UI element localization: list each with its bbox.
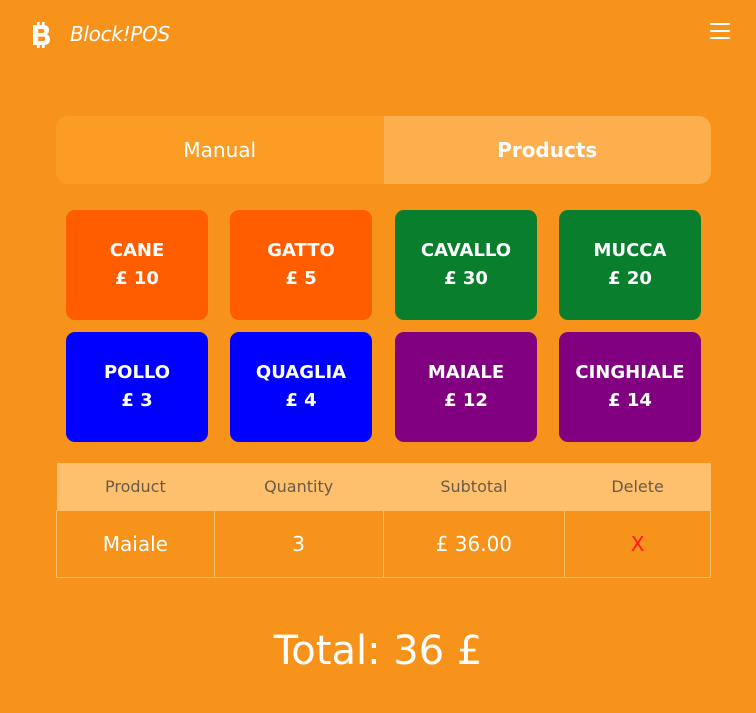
product-button-quaglia[interactable]: QUAGLIA £ 4 — [230, 332, 372, 442]
product-name: MUCCA — [593, 240, 667, 261]
product-button-cane[interactable]: CANE £ 10 — [66, 210, 208, 320]
product-price: £ 4 — [285, 390, 317, 411]
product-price: £ 5 — [285, 268, 317, 289]
product-button-mucca[interactable]: MUCCA £ 20 — [559, 210, 701, 320]
cell-product: Maiale — [56, 510, 215, 578]
column-header-quantity: Quantity — [214, 463, 384, 511]
product-name: MAIALE — [427, 362, 505, 383]
cart-header-row: Product Quantity Subtotal Delete — [56, 463, 711, 511]
hamburger-menu-icon[interactable] — [710, 23, 730, 39]
delete-button[interactable]: X — [564, 510, 711, 578]
column-header-subtotal: Subtotal — [383, 463, 565, 511]
cart-table: Product Quantity Subtotal Delete Maiale … — [56, 463, 711, 578]
product-price: £ 30 — [444, 268, 488, 289]
product-price: £ 3 — [121, 390, 153, 411]
product-button-maiale[interactable]: MAIALE £ 12 — [395, 332, 537, 442]
product-name: POLLO — [103, 362, 171, 383]
tab-products[interactable]: Products — [383, 116, 711, 184]
column-header-delete: Delete — [564, 463, 711, 511]
product-name: CANE — [109, 240, 165, 261]
product-name: CAVALLO — [420, 240, 512, 261]
cell-quantity: 3 — [213, 510, 384, 578]
product-price: £ 12 — [444, 390, 488, 411]
brand-title: Block!POS — [70, 22, 170, 46]
product-button-pollo[interactable]: POLLO £ 3 — [66, 332, 208, 442]
bitcoin-icon — [33, 22, 50, 48]
product-price: £ 14 — [608, 390, 652, 411]
product-price: £ 10 — [115, 268, 159, 289]
mode-tabs: Manual Products — [56, 116, 711, 184]
product-button-cavallo[interactable]: CAVALLO £ 30 — [395, 210, 537, 320]
column-header-product: Product — [56, 463, 215, 511]
product-button-cinghiale[interactable]: CINGHIALE £ 14 — [559, 332, 701, 442]
product-name: GATTO — [267, 240, 335, 261]
product-name: QUAGLIA — [255, 362, 347, 383]
product-name: CINGHIALE — [575, 362, 685, 383]
order-total: Total: 36 £ — [273, 628, 483, 674]
product-price: £ 20 — [608, 268, 652, 289]
cell-subtotal: £ 36.00 — [382, 510, 566, 578]
product-button-gatto[interactable]: GATTO £ 5 — [230, 210, 372, 320]
header: Block!POS — [0, 0, 756, 70]
table-row: Maiale 3 £ 36.00 X — [56, 510, 711, 578]
tab-manual[interactable]: Manual — [56, 116, 384, 184]
